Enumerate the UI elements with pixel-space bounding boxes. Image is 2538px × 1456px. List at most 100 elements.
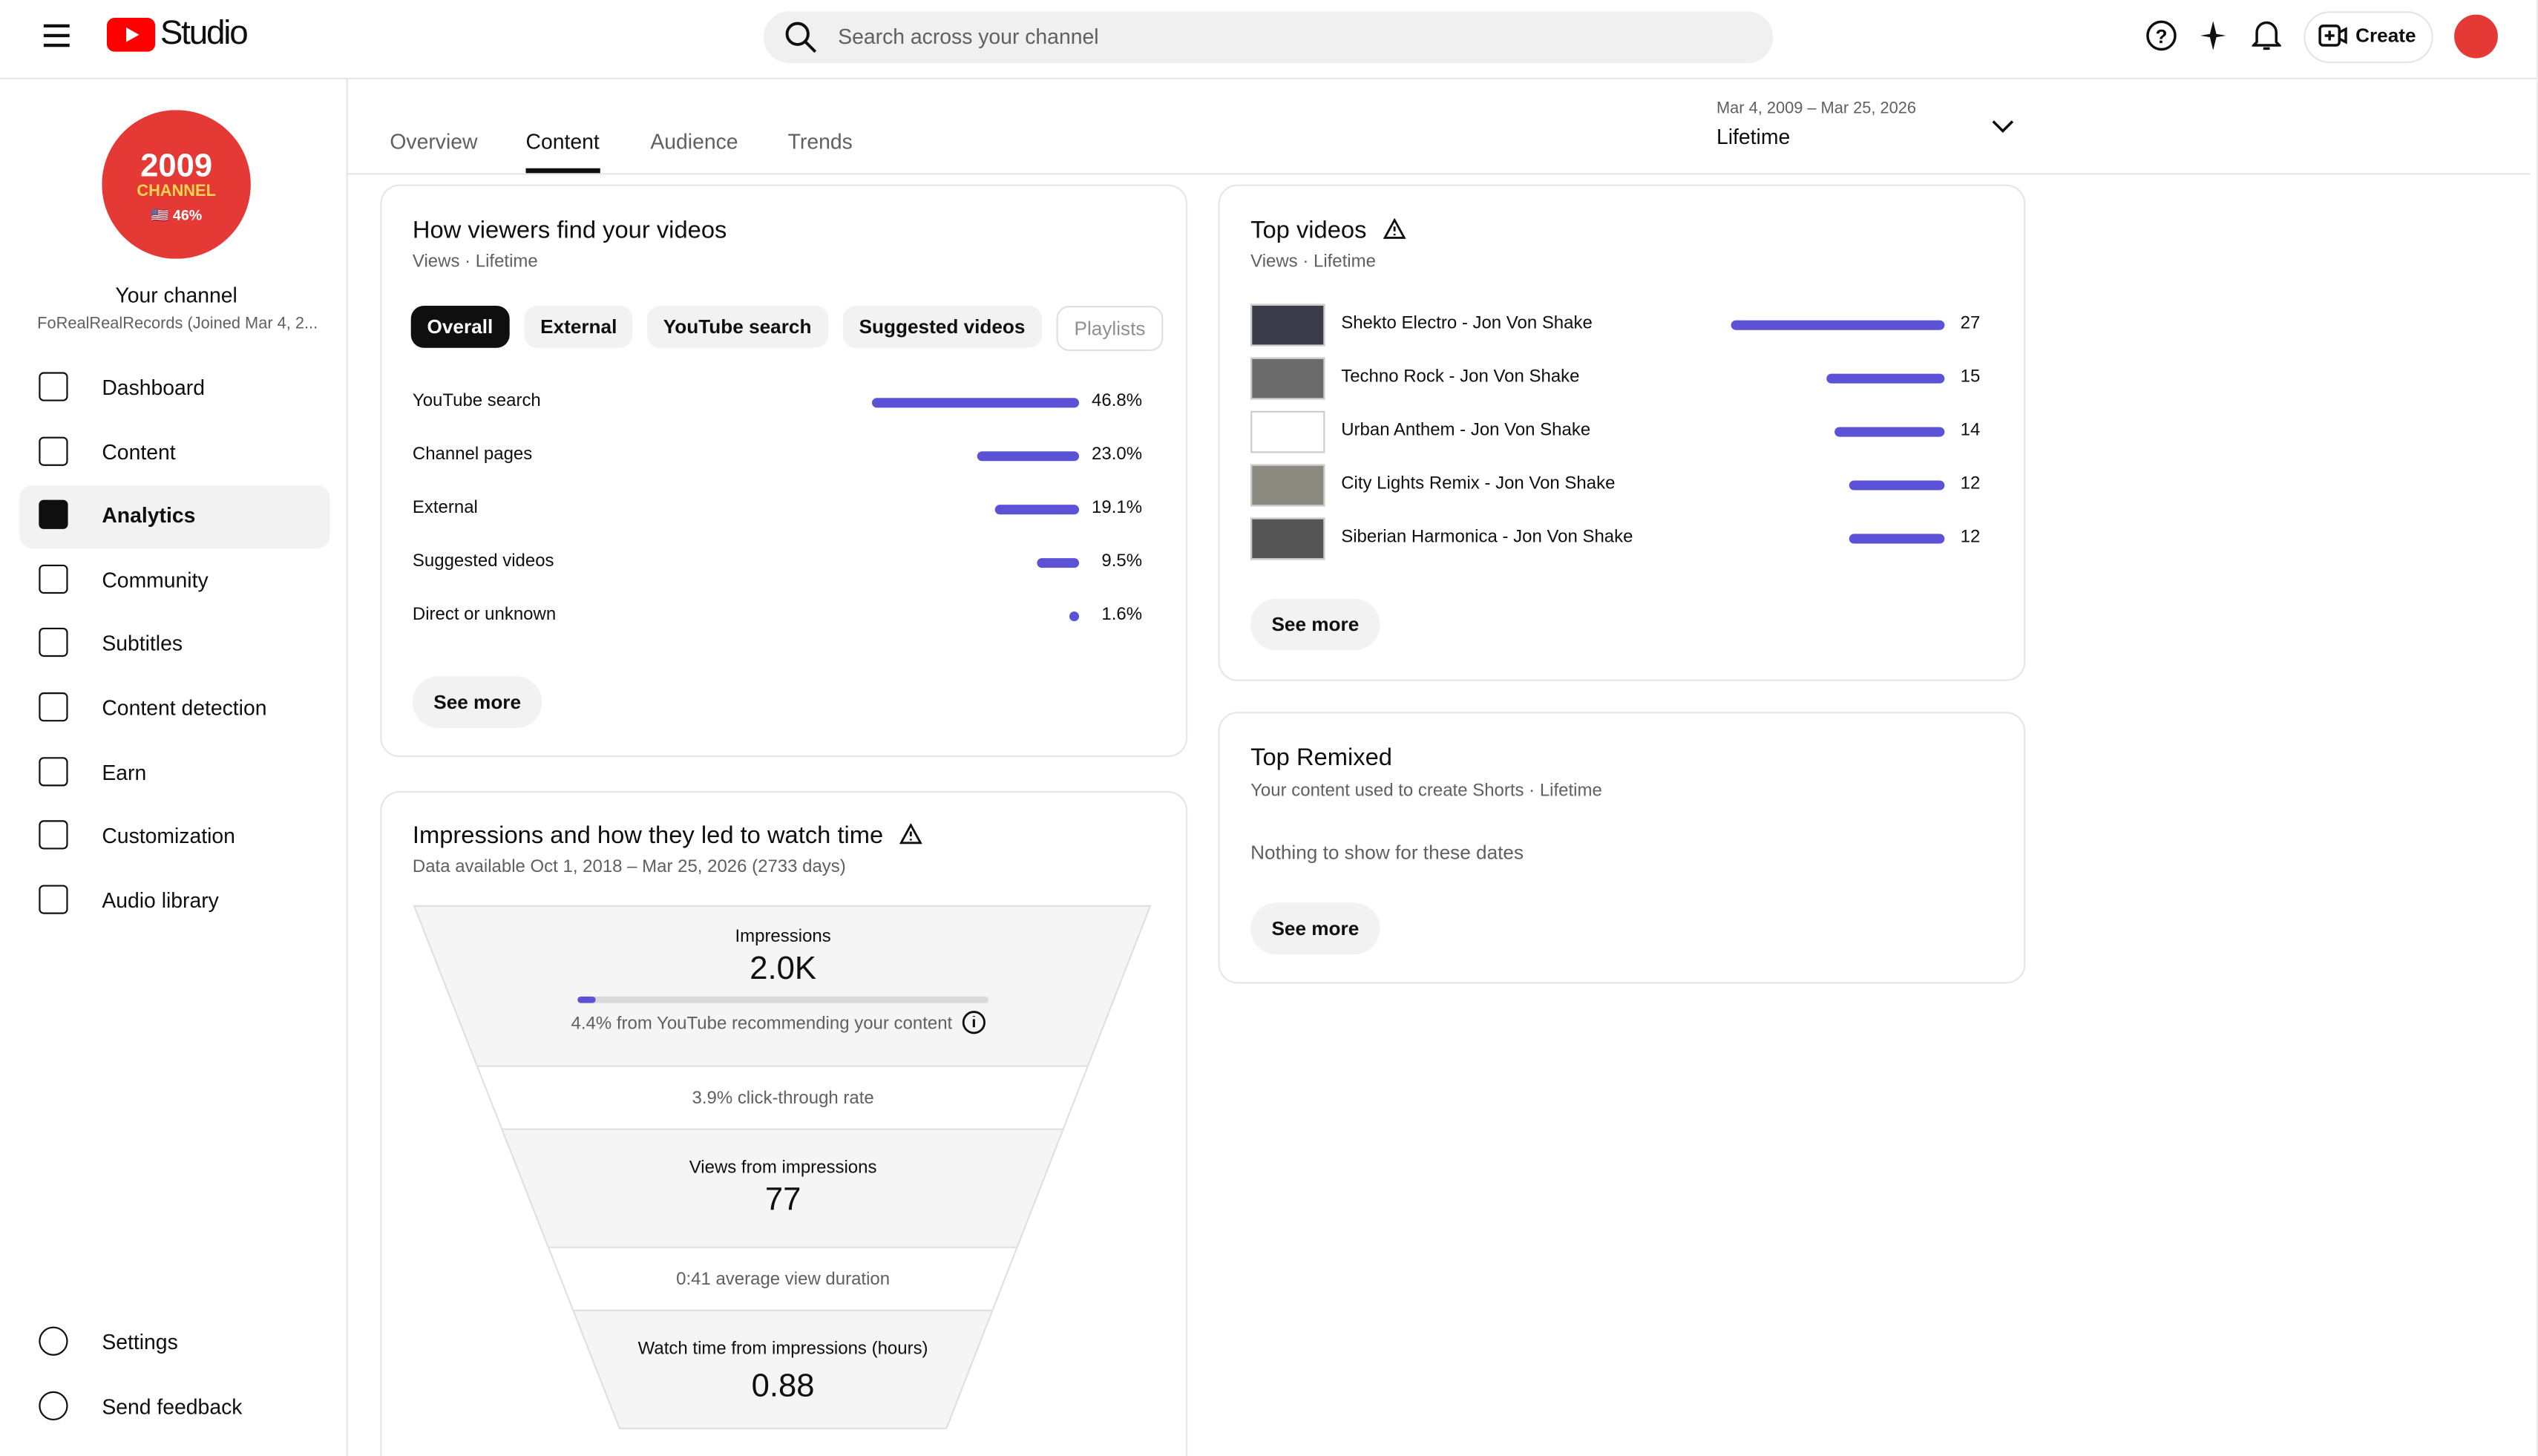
nav-icon[interactable] <box>39 885 68 914</box>
search-box[interactable] <box>763 11 1774 64</box>
source-name: Direct or unknown <box>412 605 557 625</box>
nav-item[interactable]: Audio library <box>102 888 219 913</box>
funnel-note: 4.4% from YouTube recommending your cont… <box>571 1014 953 1034</box>
avatar-text: 2009 <box>140 148 212 184</box>
video-title[interactable]: Shekto Electro - Jon Von Shake <box>1341 313 1593 334</box>
logo-icon[interactable] <box>106 17 156 52</box>
views-bar <box>1834 427 1945 437</box>
empty-message: Nothing to show for these dates <box>1250 841 1524 865</box>
source-name: YouTube search <box>412 391 541 411</box>
nav-icon[interactable] <box>39 436 68 465</box>
spark-icon[interactable] <box>2199 19 2228 52</box>
nav-icon[interactable] <box>39 628 68 658</box>
create-icon[interactable] <box>2318 24 2347 47</box>
card-title: How viewers find your videos <box>412 217 727 245</box>
tab-underline <box>525 168 600 174</box>
date-range[interactable]: Mar 4, 2009 – Mar 25, 2026 <box>1716 100 1917 119</box>
nav-item[interactable]: Customization <box>102 824 235 848</box>
source-name: Channel pages <box>412 445 533 465</box>
source-value: 46.8% <box>1092 391 1143 411</box>
nav-item[interactable]: Earn <box>102 759 147 784</box>
menu-icon[interactable] <box>42 23 71 49</box>
video-title[interactable]: Urban Anthem - Jon Von Shake <box>1341 420 1591 440</box>
video-thumbnail[interactable] <box>1250 464 1325 507</box>
views-value: 14 <box>1960 420 1981 440</box>
nav-icon[interactable] <box>39 1326 68 1356</box>
bell-icon[interactable] <box>2252 18 2281 52</box>
source-value: 9.5% <box>1101 551 1143 571</box>
tab[interactable]: Overview <box>390 129 478 154</box>
filter-chip[interactable]: Overall <box>410 306 510 348</box>
card-title: Top Remixed <box>1250 744 1392 772</box>
video-title[interactable]: Siberian Harmonica - Jon Von Shake <box>1341 527 1633 547</box>
warning-icon[interactable] <box>899 823 922 845</box>
card-subtitle: Data available Oct 1, 2018 – Mar 25, 202… <box>412 857 846 877</box>
card-title: Impressions and how they led to watch ti… <box>412 822 884 850</box>
filter-chip[interactable]: External <box>524 306 634 348</box>
card-subtitle: Views · Lifetime <box>412 252 538 272</box>
nav-icon[interactable] <box>39 500 68 530</box>
nav-item[interactable]: Content detection <box>102 695 267 721</box>
channel-avatar[interactable]: 2009 CHANNEL 🇺🇸 46% <box>102 110 251 259</box>
nav-item[interactable]: Send feedback <box>102 1394 243 1419</box>
nav-item[interactable]: Settings <box>102 1329 178 1354</box>
views-value: 15 <box>1960 367 1981 387</box>
filter-chip[interactable]: Playlists <box>1056 306 1164 352</box>
views-bar <box>1731 320 1945 330</box>
video-title[interactable]: Techno Rock - Jon Von Shake <box>1341 367 1580 387</box>
tab[interactable]: Content <box>525 129 600 154</box>
nav-item[interactable]: Subtitles <box>102 632 183 656</box>
nav-item[interactable]: Community <box>102 567 209 592</box>
video-thumbnail[interactable] <box>1250 517 1325 560</box>
source-bar <box>1037 558 1080 568</box>
see-more[interactable]: See more <box>1250 902 1380 955</box>
nav-icon[interactable] <box>39 820 68 850</box>
funnel-label: Views from impressions <box>689 1158 877 1178</box>
card-subtitle: Your content used to create Shorts · Lif… <box>1250 781 1602 801</box>
svg-text:?: ? <box>2155 25 2167 47</box>
views-value: 27 <box>1960 313 1981 334</box>
filter-chip[interactable]: YouTube search <box>647 306 828 348</box>
date-label[interactable]: Lifetime <box>1716 124 1791 149</box>
video-thumbnail[interactable] <box>1250 304 1325 347</box>
card-title: Top videos <box>1250 217 1367 245</box>
nav-icon[interactable] <box>39 1391 68 1421</box>
create-label[interactable]: Create <box>2355 24 2416 47</box>
tab[interactable]: Trends <box>787 129 853 154</box>
source-value: 19.1% <box>1092 498 1143 518</box>
date-chevron[interactable] <box>1992 118 2015 134</box>
tab[interactable]: Audience <box>650 129 738 154</box>
nav-item[interactable]: Content <box>102 439 176 464</box>
nav-icon[interactable] <box>39 564 68 594</box>
search-placeholder[interactable]: Search across your channel <box>838 24 1099 49</box>
video-thumbnail[interactable] <box>1250 410 1325 453</box>
help-icon[interactable]: ? <box>2145 19 2178 52</box>
funnel-label: Impressions <box>735 927 831 947</box>
views-value: 12 <box>1960 527 1981 547</box>
nav-item[interactable]: Analytics <box>102 503 196 528</box>
video-thumbnail[interactable] <box>1250 357 1325 400</box>
logo-text[interactable]: Studio <box>160 14 249 52</box>
funnel-value: 0.88 <box>751 1368 815 1405</box>
source-bar <box>994 505 1080 515</box>
search-icon[interactable] <box>784 21 817 53</box>
views-bar <box>1849 480 1945 491</box>
channel-subtitle: FoRealRealRecords (Joined Mar 4, 2... <box>37 315 318 334</box>
see-more[interactable]: See more <box>1250 598 1380 651</box>
funnel-value: 77 <box>764 1182 801 1219</box>
video-title[interactable]: City Lights Remix - Jon Von Shake <box>1341 473 1616 493</box>
views-bar <box>1849 534 1945 544</box>
nav-item[interactable]: Dashboard <box>102 375 206 400</box>
warning-icon[interactable] <box>1383 218 1406 239</box>
see-more[interactable]: See more <box>412 676 542 728</box>
nav-icon[interactable] <box>39 372 68 401</box>
account-avatar[interactable] <box>2454 14 2498 59</box>
channel-title[interactable]: Your channel <box>115 283 237 308</box>
source-bar <box>1069 611 1080 622</box>
filter-chip[interactable]: Suggested videos <box>842 306 1042 348</box>
nav-icon[interactable] <box>39 692 68 722</box>
nav-icon[interactable] <box>39 756 68 786</box>
create-button[interactable] <box>2303 11 2433 64</box>
views-value: 12 <box>1960 473 1981 493</box>
